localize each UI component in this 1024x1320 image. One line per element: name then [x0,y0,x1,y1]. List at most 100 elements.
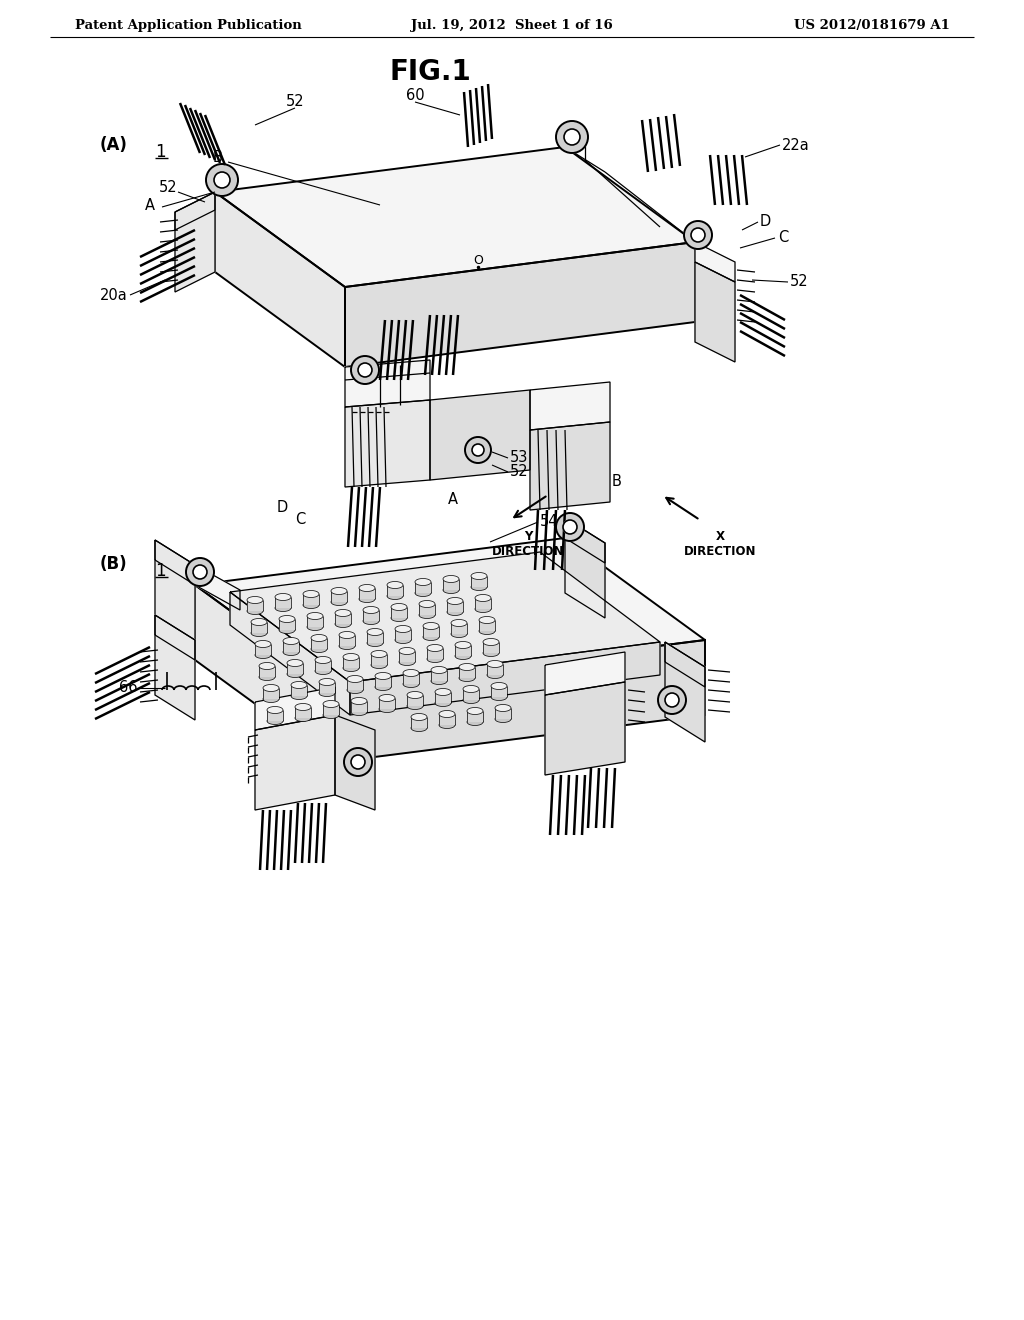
Polygon shape [435,692,451,704]
Polygon shape [443,579,459,590]
Polygon shape [255,715,335,810]
Text: Jul. 19, 2012  Sheet 1 of 16: Jul. 19, 2012 Sheet 1 of 16 [411,18,613,32]
Ellipse shape [291,693,307,700]
Ellipse shape [263,685,279,692]
Polygon shape [335,612,351,624]
Text: B: B [612,474,622,490]
Circle shape [556,513,584,541]
Ellipse shape [435,689,451,696]
Ellipse shape [423,634,439,640]
Ellipse shape [323,711,339,718]
Circle shape [665,693,679,708]
Polygon shape [483,642,499,653]
Ellipse shape [307,623,323,631]
Ellipse shape [335,610,351,616]
Polygon shape [155,615,195,660]
Circle shape [684,220,712,249]
Ellipse shape [359,595,375,602]
Polygon shape [463,689,479,700]
Circle shape [465,437,490,463]
Ellipse shape [259,673,275,681]
Circle shape [193,565,207,579]
Circle shape [472,444,484,455]
Ellipse shape [455,652,471,660]
Ellipse shape [375,672,391,680]
Polygon shape [345,242,695,367]
Ellipse shape [379,694,395,701]
Ellipse shape [255,640,271,648]
Ellipse shape [431,667,447,673]
Circle shape [186,558,214,586]
Polygon shape [259,667,275,677]
Polygon shape [307,616,323,627]
Polygon shape [195,585,335,762]
Polygon shape [255,644,271,655]
Text: 52: 52 [159,180,177,194]
Ellipse shape [351,709,367,715]
Ellipse shape [315,668,331,675]
Ellipse shape [371,651,387,657]
Ellipse shape [447,598,463,605]
Ellipse shape [479,627,495,635]
Polygon shape [423,626,439,638]
Ellipse shape [255,652,271,659]
Text: A: A [145,198,155,213]
Polygon shape [255,686,335,730]
Ellipse shape [479,616,495,623]
Ellipse shape [490,682,507,689]
Polygon shape [451,623,467,634]
Polygon shape [291,685,307,696]
Text: D: D [276,499,288,515]
Polygon shape [467,711,483,722]
Polygon shape [195,565,240,610]
Polygon shape [427,648,443,659]
Polygon shape [279,619,295,630]
Ellipse shape [443,576,459,582]
Ellipse shape [411,714,427,721]
Ellipse shape [483,649,499,656]
Ellipse shape [295,704,311,710]
Polygon shape [419,605,435,615]
Polygon shape [343,657,359,668]
Polygon shape [175,191,215,230]
Ellipse shape [435,700,451,706]
Ellipse shape [307,612,323,619]
Polygon shape [403,673,419,684]
Text: 1: 1 [155,143,166,161]
Ellipse shape [391,603,407,610]
Polygon shape [665,642,705,686]
Polygon shape [447,601,463,612]
Polygon shape [565,517,605,618]
Polygon shape [263,688,279,700]
Ellipse shape [475,594,490,602]
Polygon shape [215,147,695,286]
Polygon shape [287,663,303,675]
Ellipse shape [427,656,443,663]
Ellipse shape [483,639,499,645]
Text: 54: 54 [540,515,558,529]
Polygon shape [695,242,735,282]
Ellipse shape [451,619,467,627]
Text: A: A [449,492,458,507]
Circle shape [358,363,372,378]
Text: US 2012/0181679 A1: US 2012/0181679 A1 [795,18,950,32]
Text: 52: 52 [790,275,809,289]
Ellipse shape [295,714,311,722]
Text: 20a: 20a [100,288,128,302]
Polygon shape [230,591,350,715]
Polygon shape [350,642,660,715]
Ellipse shape [362,618,379,624]
Polygon shape [195,539,705,686]
Polygon shape [362,610,379,620]
Ellipse shape [395,636,411,644]
Polygon shape [399,651,415,663]
Text: 22a: 22a [782,137,810,153]
Ellipse shape [427,644,443,652]
Polygon shape [275,597,291,609]
Ellipse shape [279,615,295,623]
Polygon shape [391,607,407,618]
Ellipse shape [443,586,459,594]
Ellipse shape [303,590,319,598]
Text: Y
DIRECTION: Y DIRECTION [492,531,564,558]
Polygon shape [323,704,339,715]
